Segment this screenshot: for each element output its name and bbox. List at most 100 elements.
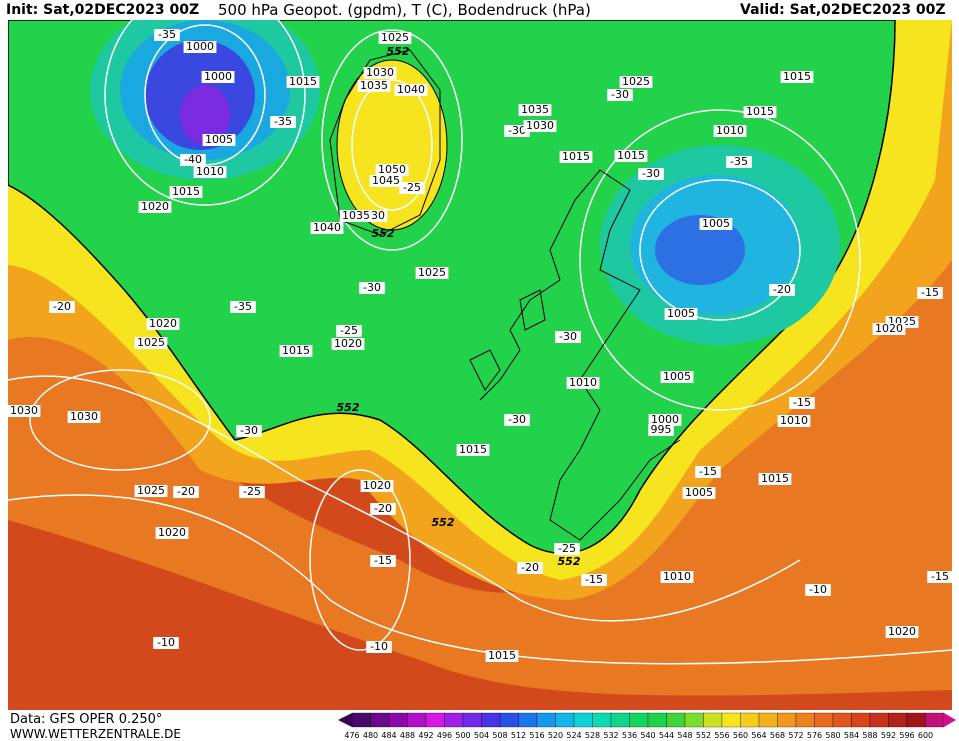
isobar-label: 1035 (360, 79, 388, 92)
isobar-label: 1010 (780, 414, 808, 427)
isobar-label: -15 (931, 570, 949, 583)
isobar-label: -10 (809, 583, 827, 596)
isobar-label: 1015 (562, 150, 590, 163)
label-box (310, 222, 344, 234)
colorbar-swatch (462, 712, 482, 728)
label-box (660, 571, 694, 583)
colorbar-swatch (925, 712, 945, 728)
label-box (927, 571, 952, 583)
label-box (917, 287, 943, 299)
colorbar-label: 592 (881, 731, 896, 740)
colorbar-label: 508 (492, 731, 507, 740)
colorbar-swatch (906, 712, 926, 728)
label-box (769, 284, 795, 296)
colorbar-swatch (666, 712, 686, 728)
label-box (607, 89, 633, 101)
valid-text: Valid: Sat,02DEC2023 00Z (740, 2, 946, 18)
label-box (270, 116, 296, 128)
colorbar-swatch (832, 712, 852, 728)
colorbar-swatch (407, 712, 427, 728)
isobar-label: 1040 (397, 83, 425, 96)
isobar-label: 1025 (381, 31, 409, 44)
colorbar-label: 576 (807, 731, 822, 740)
isobar-label: 1015 (746, 105, 774, 118)
label-box (134, 337, 168, 349)
label-box (366, 641, 392, 653)
label-box (619, 76, 653, 88)
isobar-label: -15 (793, 396, 811, 409)
isobar-label: 1000 (186, 40, 214, 53)
isobar-label: 1020 (149, 317, 177, 330)
colorbar-label: 524 (566, 731, 581, 740)
label-box (713, 125, 747, 137)
colorbar-swatch (758, 712, 778, 728)
label-box (780, 71, 814, 83)
label-box (504, 125, 530, 137)
height-label: 552 (387, 45, 410, 58)
isobar-label: -25 (243, 485, 261, 498)
label-box (202, 134, 236, 146)
label-box (805, 584, 831, 596)
isobar-label: 1005 (702, 217, 730, 230)
colorbar-label: 556 (714, 731, 729, 740)
init-text: Init: Sat,02DEC2023 00Z (6, 2, 199, 18)
isobar-label: -30 (611, 88, 629, 101)
isobar-label: -35 (158, 28, 176, 41)
isobar-label: 1005 (685, 486, 713, 499)
colorbar-swatch (629, 712, 649, 728)
colorbar-label: 480 (363, 731, 378, 740)
isobar-label: 1000 (651, 413, 679, 426)
colorbar-label: 516 (529, 731, 544, 740)
isobar-label: 30 (371, 209, 385, 222)
low-core (180, 85, 230, 145)
label-box (236, 425, 262, 437)
colorbar-label: 560 (733, 731, 748, 740)
label-box (239, 486, 265, 498)
isobar-label: -15 (699, 465, 717, 478)
colorbar-swatch (555, 712, 575, 728)
label-box (682, 487, 716, 499)
label-box (648, 424, 674, 436)
isobar-label: 1015 (617, 149, 645, 162)
isobar-label: -30 (508, 124, 526, 137)
label-box (566, 377, 600, 389)
isobar-label: 1030 (10, 404, 38, 417)
colorbar-swatch (777, 712, 797, 728)
label-box (758, 473, 792, 485)
isobar-label: 1025 (137, 484, 165, 497)
isobars (8, 20, 952, 665)
isobar-label: 1035 (521, 103, 549, 116)
isobar-label: -15 (585, 573, 603, 586)
isobar-label: 1005 (663, 370, 691, 383)
label-box (169, 186, 203, 198)
label-box (360, 480, 394, 492)
label-box (339, 210, 373, 222)
isobar-label: -20 (374, 502, 392, 515)
colorbar-swatch (518, 712, 538, 728)
label-box (230, 301, 256, 313)
label-box (504, 414, 530, 426)
colorbar-label: 548 (677, 731, 692, 740)
label-box (370, 555, 396, 567)
isobar-label: 1020 (363, 479, 391, 492)
colorbar-swatch (388, 712, 408, 728)
isobar-label: -35 (730, 155, 748, 168)
isobar-label: -25 (403, 181, 421, 194)
isobar-label: 1020 (158, 526, 186, 539)
isobar-label: -30 (240, 424, 258, 437)
isobar-label: -30 (559, 330, 577, 343)
colorbar-label: 496 (437, 731, 452, 740)
colorbar-swatch (888, 712, 908, 728)
isobar-label: 1005 (667, 307, 695, 320)
isobar-label: 1030 (526, 119, 554, 132)
colorbar-label: 568 (770, 731, 785, 740)
isobar-label: 1015 (488, 649, 516, 662)
label-box (155, 527, 189, 539)
label-box (138, 201, 172, 213)
isobar-label: 1030 (366, 66, 394, 79)
label-box (153, 637, 179, 649)
isobar-label: 1010 (569, 376, 597, 389)
isobar-label: -30 (642, 167, 660, 180)
label-box (331, 338, 365, 350)
colorbar-swatch (795, 712, 815, 728)
